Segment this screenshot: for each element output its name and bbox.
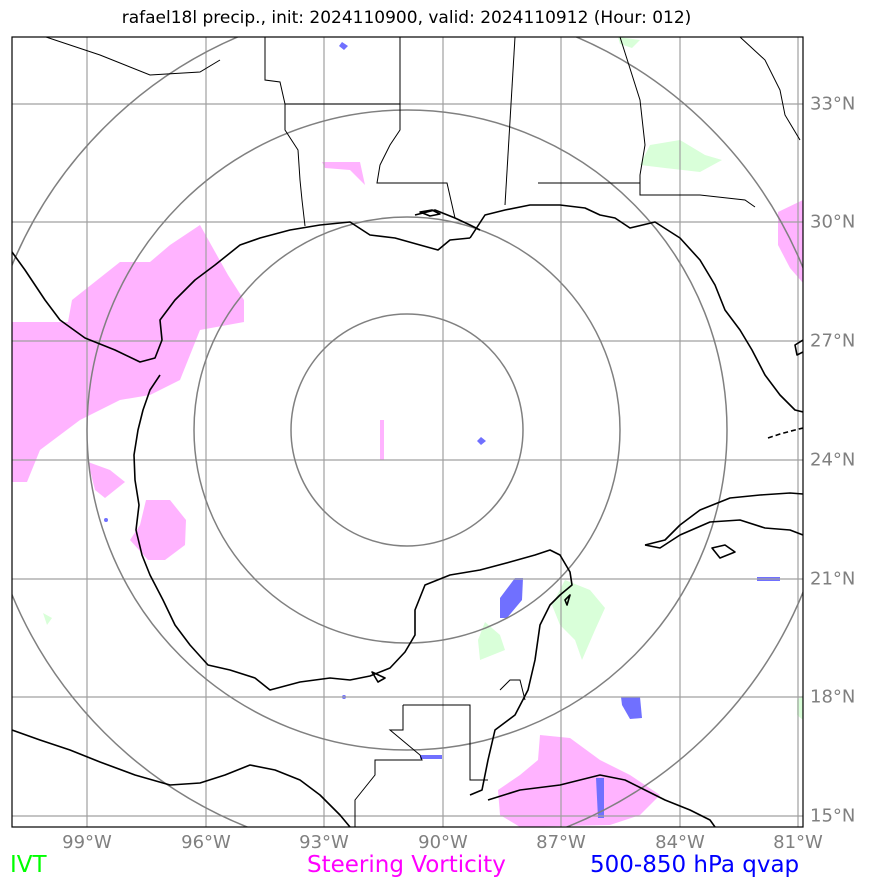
lat-label-24n: 24°N bbox=[810, 449, 856, 471]
lon-label-99w: 99°W bbox=[62, 832, 112, 853]
legend-ivt: IVT bbox=[10, 852, 47, 878]
lat-label-15n: 15°N bbox=[810, 805, 856, 827]
range-ring-1 bbox=[290, 313, 524, 547]
lat-label-30n: 30°N bbox=[810, 211, 856, 233]
lat-label-27n: 27°N bbox=[810, 330, 856, 352]
coastlines bbox=[12, 204, 803, 827]
lon-label-93w: 93°W bbox=[299, 832, 349, 853]
map-title: rafael18l precip., init: 2024110900, val… bbox=[121, 8, 692, 28]
legend-steering-vorticity: Steering Vorticity bbox=[307, 852, 506, 878]
range-ring-2 bbox=[193, 216, 621, 644]
map-frame bbox=[11, 36, 804, 828]
lon-label-81w: 81°W bbox=[773, 832, 823, 853]
range-rings bbox=[12, 37, 803, 827]
range-ring-4 bbox=[12, 37, 803, 827]
lat-lon-grid bbox=[12, 37, 803, 827]
lon-label-87w: 87°W bbox=[536, 832, 586, 853]
range-ring-3 bbox=[86, 109, 728, 751]
lat-label-21n: 21°N bbox=[810, 568, 856, 590]
legend-qvap: 500-850 hPa qvap bbox=[590, 852, 800, 878]
lon-label-90w: 90°W bbox=[418, 832, 468, 853]
steering-vorticity-field bbox=[12, 162, 803, 827]
borders bbox=[45, 37, 801, 827]
lat-label-18n: 18°N bbox=[810, 686, 856, 708]
lon-label-84w: 84°W bbox=[655, 832, 705, 853]
qvap-field bbox=[104, 42, 780, 818]
lat-label-33n: 33°N bbox=[810, 93, 856, 115]
lon-label-96w: 96°W bbox=[181, 832, 231, 853]
